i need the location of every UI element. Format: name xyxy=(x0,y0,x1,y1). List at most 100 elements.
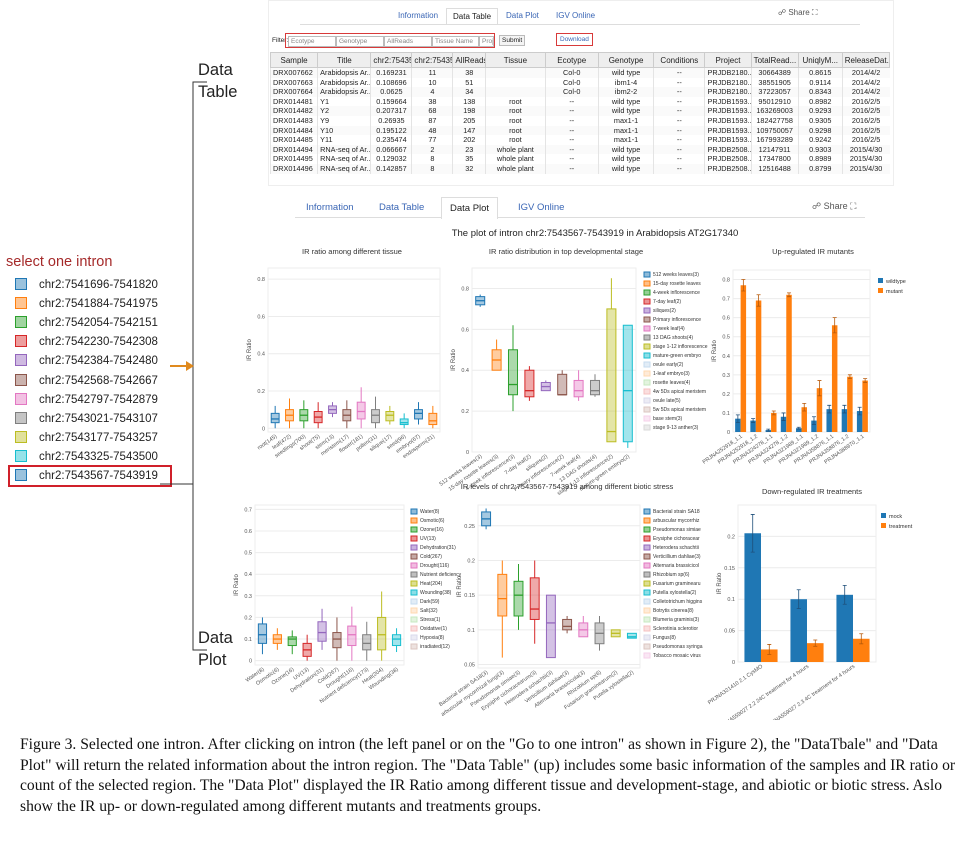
tab[interactable]: Information xyxy=(398,11,439,20)
intron-item[interactable]: chr2:7542230-7542308 xyxy=(15,334,158,350)
table-cell: ibm2-2 xyxy=(597,87,654,97)
filter-input[interactable]: Project ID xyxy=(479,36,494,47)
legend-label: siliques(2) xyxy=(653,308,676,314)
bar xyxy=(786,294,792,432)
table-row[interactable]: DRX007662 Arabidopsis Ar.. 0.169231 11 38 Col… xyxy=(269,67,890,78)
y-tick-label: 0.1 xyxy=(727,597,735,603)
table-row[interactable]: DRX014483 Y9 0.26935 87 205 root -- max1-1 -- PRJ… xyxy=(269,115,890,126)
share[interactable]: ☍ Share ⛶ xyxy=(812,201,857,211)
error-bar xyxy=(767,644,772,655)
table-panel xyxy=(268,0,894,186)
column-header: Conditions xyxy=(653,52,706,68)
tab[interactable]: Data Table xyxy=(446,8,499,24)
download-button[interactable]: Download xyxy=(556,33,593,46)
column-header: UniqlyM... xyxy=(797,52,843,68)
filter-input[interactable]: Genotype xyxy=(336,36,384,47)
filter-input[interactable]: Ecotype xyxy=(288,36,336,47)
table-row[interactable]: DRX014481 Y1 0.159664 38 138 root -- wild type -… xyxy=(269,96,890,107)
table-cell xyxy=(485,87,546,97)
table-cell: 34 xyxy=(452,87,486,97)
legend-swatch xyxy=(643,298,651,305)
table-cell: DRX014495 xyxy=(269,154,318,164)
table-cell: root xyxy=(485,96,546,107)
error-bar xyxy=(741,279,746,292)
legend-swatch xyxy=(643,580,651,587)
bar xyxy=(826,409,832,432)
intron-swatch xyxy=(15,278,27,290)
intron-swatch xyxy=(15,392,27,405)
legend-swatch xyxy=(643,280,651,287)
error-bar xyxy=(750,514,755,553)
table-row[interactable]: DRX007663 Arabidopsis Ar.. 0.108696 10 51 Col… xyxy=(269,77,890,88)
tab[interactable]: Information xyxy=(306,202,354,213)
table-cell: DRX007663 xyxy=(269,77,318,88)
box xyxy=(545,594,556,659)
error-bar xyxy=(796,589,801,610)
table-row[interactable]: DRX014496 RNA-seq of Ar.. 0.142857 8 32 whole… xyxy=(269,163,890,174)
filter-input[interactable]: AllReads xyxy=(384,36,432,47)
legend-label: Water(8) xyxy=(420,509,440,515)
intron-item[interactable]: chr2:7543177-7543257 xyxy=(15,430,158,446)
submit-button[interactable]: Submit xyxy=(499,35,526,46)
table-row[interactable]: DRX014494 RNA-seq of Ar.. 0.066667 2 23 whole… xyxy=(269,144,890,155)
legend-label: stage 9-13 anther(3) xyxy=(653,425,699,431)
legend-swatch xyxy=(643,406,651,413)
intron-item[interactable]: chr2:7541884-7541975 xyxy=(15,296,158,312)
intron-item[interactable]: chr2:7543567-7543919 xyxy=(15,468,158,484)
tab[interactable]: IGV Online xyxy=(556,11,596,20)
y-tick-label: 0.2 xyxy=(244,615,252,621)
table-row[interactable]: DRX014482 Y2 0.207317 68 198 root -- wild type -… xyxy=(269,106,890,116)
box xyxy=(524,369,535,398)
y-tick-label: 0.6 xyxy=(461,327,469,333)
bar xyxy=(740,285,747,432)
bar xyxy=(847,376,853,432)
data-table: SampleTitlechr2:75435..chr2:75435..AllRe… xyxy=(269,52,891,174)
intron-item[interactable]: chr2:7543325-7543500 xyxy=(15,449,158,465)
tab[interactable]: IGV Online xyxy=(518,202,565,213)
intron-list-title: select one intron xyxy=(6,254,113,270)
intron-swatch xyxy=(15,354,27,367)
table-cell: RNA-seq of Ar.. xyxy=(317,163,371,174)
table-cell: -- xyxy=(653,125,705,136)
table-cell: 0.108696 xyxy=(370,77,412,88)
box xyxy=(428,412,438,426)
intron-item[interactable]: chr2:7543021-7543107 xyxy=(15,411,158,427)
legend-label: mature-green embryo xyxy=(653,353,701,359)
tab[interactable]: Data Plot xyxy=(506,11,539,20)
table-cell: 95012910 xyxy=(750,96,799,107)
tab[interactable]: Data Plot xyxy=(441,197,499,219)
table-cell: 38 xyxy=(452,67,486,78)
share[interactable]: ☍ Share ⛶ xyxy=(778,8,818,17)
legend-swatch xyxy=(643,544,651,551)
table-cell: max1-1 xyxy=(597,125,654,136)
intron-item[interactable]: chr2:7542384-7542480 xyxy=(15,353,158,369)
error-bar xyxy=(802,403,807,412)
intron-item[interactable]: chr2:7542054-7542151 xyxy=(15,315,158,331)
legend-label: 1-leaf embryo(3) xyxy=(653,371,690,377)
intron-item[interactable]: chr2:7541696-7541820 xyxy=(15,277,158,293)
box xyxy=(356,401,366,420)
intron-item[interactable]: chr2:7542568-7542667 xyxy=(15,373,158,389)
table-row[interactable]: DRX014485 Y11 0.235474 77 202 root -- max1-1 -- P… xyxy=(269,135,890,145)
table-cell: 0.8615 xyxy=(797,67,843,78)
table-cell: 0.142857 xyxy=(370,163,412,174)
tab[interactable]: Data Table xyxy=(379,202,425,213)
legend-label: mutant xyxy=(886,289,903,295)
legend-swatch xyxy=(643,607,651,614)
y-tick-label: 0.2 xyxy=(461,409,469,415)
filter-input[interactable]: Tissue Name xyxy=(432,36,479,47)
legend-swatch xyxy=(410,517,418,524)
table-row[interactable]: DRX014495 RNA-seq of Ar.. 0.129032 8 35 whole… xyxy=(269,154,890,164)
filter-label: Filter: xyxy=(272,37,289,44)
table-row[interactable]: DRX014484 Y10 0.195122 48 147 root -- max1-1 -- P… xyxy=(269,125,890,136)
box xyxy=(414,409,423,420)
swatch-fill xyxy=(16,374,26,385)
legend-swatch xyxy=(643,562,651,569)
y-axis-label: IR Ratio xyxy=(234,574,240,596)
legend-label: Pseudomonas syringa xyxy=(653,644,703,650)
table-row[interactable]: DRX007664 Arabidopsis Ar.. 0.0625 4 34 Col-0 i… xyxy=(269,87,890,97)
intron-item[interactable]: chr2:7542797-7542879 xyxy=(15,392,158,408)
intron-swatch xyxy=(15,373,27,386)
intron-swatch xyxy=(15,469,27,481)
